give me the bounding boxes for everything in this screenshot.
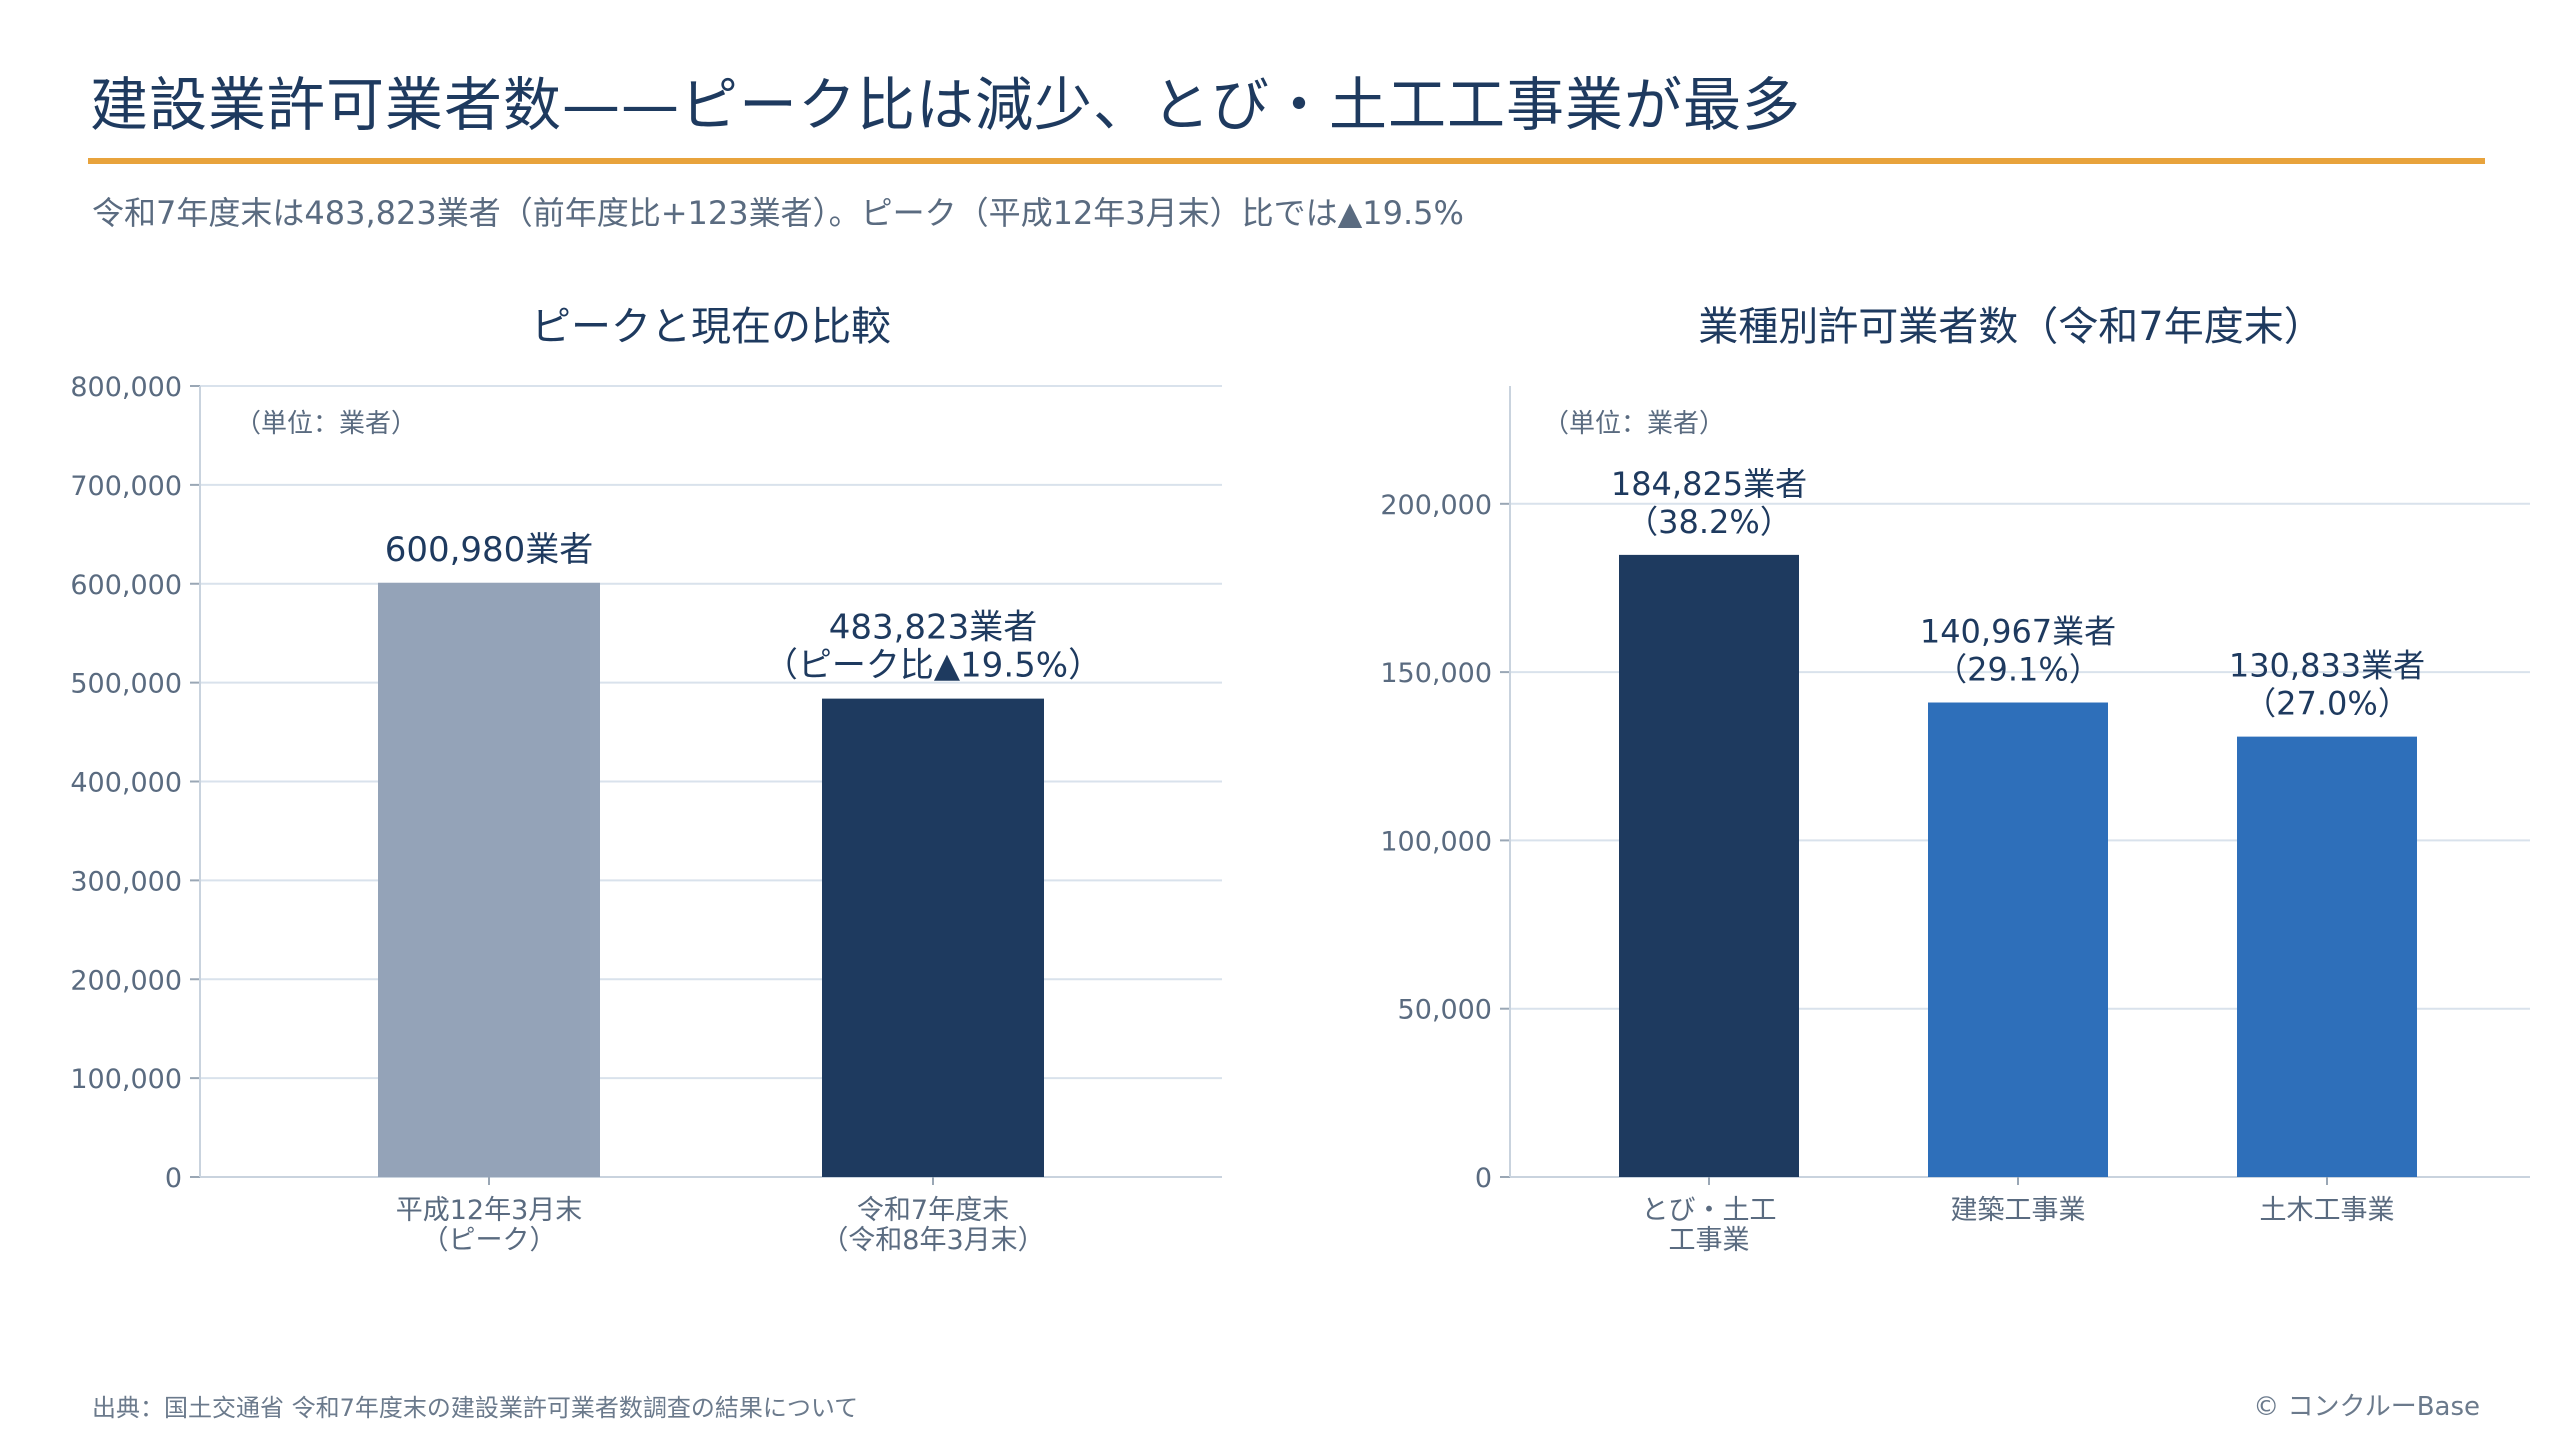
chart-1-category-label: 令和7年度末: [857, 1195, 1009, 1226]
chart-2-ytick-label: 0: [1475, 1163, 1492, 1194]
chart-2-category-label: とび・土工: [1642, 1195, 1777, 1226]
chart-2-category-label: 土木工事業: [2260, 1195, 2395, 1226]
chart-2-data-label: （27.0%）: [2244, 685, 2410, 723]
chart-2-bar: [1619, 554, 1799, 1177]
chart-1-data-label: 483,823業者: [829, 608, 1038, 648]
chart-1-ytick-label: 600,000: [70, 570, 182, 601]
chart-2-data-label: 130,833業者: [2229, 647, 2425, 685]
chart-1-ytick-label: 300,000: [70, 866, 182, 897]
chart-1-ytick-label: 700,000: [70, 471, 182, 502]
chart-1-category-label: （ピーク）: [422, 1225, 557, 1256]
chart-2-ytick-label: 200,000: [1380, 490, 1492, 521]
chart-1-unit-note: （単位：業者）: [235, 409, 417, 439]
chart-2-bar: [1928, 702, 2108, 1177]
chart-1-ytick-label: 0: [165, 1163, 182, 1194]
chart-1-data-label: 600,980業者: [385, 530, 594, 570]
chart-1-data-label: （ピーク比▲19.5%）: [764, 646, 1102, 686]
chart-2-data-label: （29.1%）: [1935, 651, 2101, 689]
chart-2-ytick-label: 150,000: [1380, 658, 1492, 689]
chart-2-data-label: 184,825業者: [1611, 465, 1807, 503]
title-underline: [88, 158, 2485, 164]
chart-1-ytick-label: 200,000: [70, 965, 182, 996]
chart-1-ytick-label: 800,000: [70, 372, 182, 403]
chart-1-title: ピークと現在の比較: [531, 304, 891, 350]
page-title: 建設業許可業者数——ピーク比は減少、とび・土工工事業が最多: [90, 71, 1802, 139]
chart-2-ytick-label: 50,000: [1398, 995, 1492, 1026]
chart-1-category-label: 平成12年3月末: [396, 1195, 583, 1226]
chart-2-bar: [2237, 736, 2417, 1177]
chart-2-data-label: （38.2%）: [1626, 503, 1792, 541]
chart-1-bar: [822, 698, 1044, 1177]
chart-2-ytick-label: 100,000: [1380, 826, 1492, 857]
source-note: 出典：国土交通省 令和7年度末の建設業許可業者数調査の結果について: [92, 1394, 859, 1422]
chart-1-ytick-label: 100,000: [70, 1064, 182, 1095]
chart-2-data-label: 140,967業者: [1920, 613, 2116, 651]
copyright: © コンクルーBase: [2253, 1392, 2480, 1422]
chart-2-category-label: 建築工事業: [1951, 1195, 2086, 1226]
chart-1-ytick-label: 500,000: [70, 669, 182, 700]
chart-2-category-label: 工事業: [1669, 1225, 1750, 1256]
page-subtitle: 令和7年度末は483,823業者（前年度比+123業者）。ピーク（平成12年3月…: [92, 194, 1464, 232]
chart-2-unit-note: （単位：業者）: [1543, 409, 1725, 439]
chart-1-bar: [378, 582, 600, 1177]
chart-1-category-label: （令和8年3月末）: [821, 1225, 1044, 1256]
chart-2-title: 業種別許可業者数（令和7年度末）: [1698, 304, 2323, 350]
chart-1-ytick-label: 400,000: [70, 768, 182, 799]
